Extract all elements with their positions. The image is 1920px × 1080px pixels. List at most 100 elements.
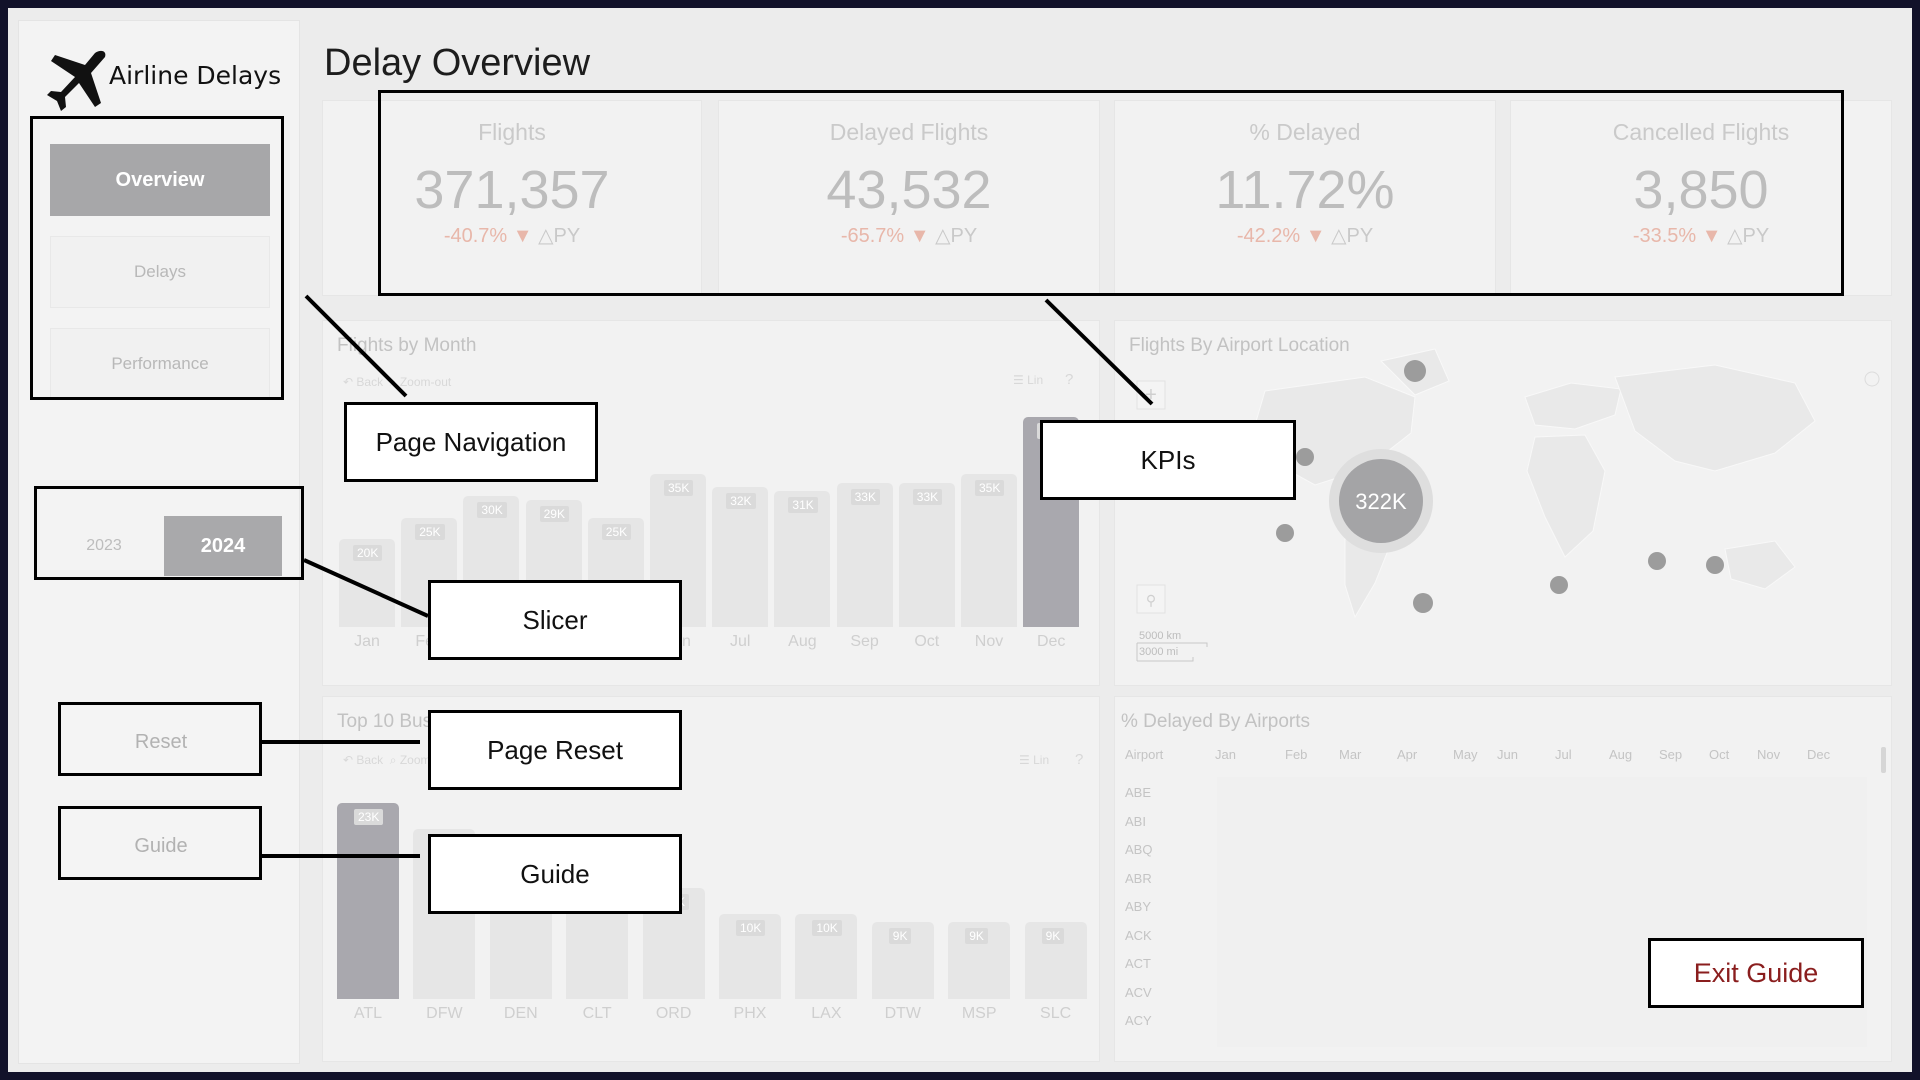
map-bubble[interactable]: [1276, 524, 1294, 542]
x-axis-label: PHX: [733, 1005, 767, 1022]
scale-label: Lin: [1033, 753, 1050, 767]
scale-mi: 3000 mi: [1139, 646, 1178, 658]
back-label[interactable]: Back: [356, 753, 384, 767]
nav-delays-button[interactable]: Delays: [50, 236, 270, 308]
kpi-card-delayed-flights: Delayed Flights 43,532 -65.7% ▼ △PY: [718, 100, 1100, 296]
kpi-card-flights: Flights 371,357 -40.7% ▼ △PY: [322, 100, 702, 296]
heatmap-row-label: ACY: [1125, 1013, 1152, 1028]
heatmap-column-header: Airport: [1125, 747, 1164, 762]
bar-oct[interactable]: [898, 483, 955, 627]
scale-km: 5000 km: [1139, 630, 1181, 642]
kpi-value: 43,532: [826, 160, 992, 220]
scale-icon: ☰: [1019, 753, 1030, 767]
x-axis-label: Dec: [1036, 633, 1066, 650]
bar-jul[interactable]: [712, 487, 769, 627]
heatmap-month-header: Mar: [1339, 747, 1362, 762]
page-title: Delay Overview: [324, 42, 591, 84]
x-axis-label: Nov: [974, 633, 1004, 650]
map-bubble[interactable]: [1296, 448, 1314, 466]
back-icon[interactable]: ↶: [343, 753, 354, 767]
world-map[interactable]: 322K + ⚲ 5000 km 3000 mi: [1115, 321, 1893, 687]
heatmap-month-header: Feb: [1285, 747, 1308, 762]
guide-highlight-box: [58, 806, 262, 880]
kpi-delta-ref: △PY: [935, 225, 978, 247]
heatmap-row-label: ABR: [1125, 870, 1152, 886]
x-axis-label: Oct: [914, 633, 940, 650]
scale-toggle[interactable]: ☰ Lin: [1013, 373, 1043, 387]
kpi-delta-value: -33.5%: [1632, 225, 1697, 247]
x-axis-label: SLC: [1040, 1005, 1072, 1022]
heatmap-month-header: Jun: [1497, 747, 1518, 762]
bar-value-label: 31K: [788, 497, 818, 513]
panel-title: Flights by Month: [337, 335, 477, 356]
map-bubble[interactable]: [1404, 360, 1426, 382]
bar-atl[interactable]: [337, 803, 399, 999]
exit-guide-button[interactable]: Exit Guide: [1648, 938, 1864, 1008]
map-bubble[interactable]: [1648, 552, 1666, 570]
kpi-value: 11.72%: [1215, 160, 1395, 220]
zoom-out-label[interactable]: Zoom-out: [399, 375, 452, 389]
bar-sep[interactable]: [836, 483, 893, 627]
callout-slicer: Slicer: [428, 580, 682, 660]
guide-button[interactable]: Guide: [61, 810, 261, 882]
kpi-delta: -42.2% ▼ △PY: [1115, 223, 1495, 248]
app-title: Airline Delays: [109, 61, 282, 90]
x-axis-label: Jan: [354, 633, 380, 650]
callout-kpis: KPIs: [1040, 420, 1296, 500]
back-icon[interactable]: ↶: [343, 375, 354, 389]
heatmap-row-label: ACT: [1125, 956, 1151, 971]
bar-value-label: 9K: [1041, 928, 1065, 944]
kpi-highlight-box: [378, 90, 1844, 296]
x-axis-label: DFW: [426, 1005, 463, 1022]
heatmap-row-label: ACK: [1125, 927, 1152, 943]
heatmap-row-label: ABE: [1125, 785, 1152, 800]
map-cluster-bubble[interactable]: [1339, 459, 1423, 543]
heatmap-scrollbar[interactable]: [1881, 747, 1886, 773]
reset-button[interactable]: Reset: [61, 706, 261, 778]
x-axis-label: MSP: [961, 1005, 997, 1022]
slicer-year-2024[interactable]: 2024: [164, 516, 282, 576]
scale-toggle[interactable]: ☰ Lin: [1019, 753, 1049, 767]
callout-connectors: [262, 294, 1154, 858]
bar-value-label: 35K: [664, 480, 694, 496]
help-icon[interactable]: ?: [1065, 371, 1074, 388]
bar-value-label: 25K: [601, 524, 632, 540]
help-icon[interactable]: ?: [1075, 751, 1084, 768]
x-axis-label: ORD: [655, 1005, 692, 1022]
bar-value-label: 32K: [726, 493, 756, 509]
nav-overview-button[interactable]: Overview: [50, 144, 270, 216]
bar-value-label: 29K: [539, 506, 569, 522]
back-label[interactable]: Back: [356, 375, 384, 389]
dashboard-app: Airline Delays Overview Delays Performan…: [8, 8, 1912, 1072]
x-axis-label: Jul: [729, 633, 751, 650]
bar-value-label: 33K: [850, 489, 880, 505]
map-help-icon[interactable]: [1864, 371, 1880, 387]
map-bubble[interactable]: [1550, 576, 1568, 594]
bar-value-label: 9K: [965, 928, 988, 944]
x-axis-label: DTW: [884, 1005, 922, 1022]
map-bubble[interactable]: [1413, 593, 1433, 613]
callout-page-navigation: Page Navigation: [344, 402, 598, 482]
location-button[interactable]: [1136, 584, 1166, 614]
heatmap-month-header: Jan: [1215, 747, 1236, 762]
heatmap-month-header: Jul: [1555, 747, 1572, 762]
down-arrow-icon: ▼: [512, 225, 533, 247]
slicer-highlight-box: [34, 486, 304, 580]
nav-performance-button[interactable]: Performance: [50, 328, 270, 400]
heatmap-month-header: Dec: [1807, 747, 1831, 762]
kpi-delta-value: -42.2%: [1236, 225, 1301, 247]
kpi-delta-ref: △PY: [538, 225, 581, 247]
pin-icon: ⚲: [1146, 593, 1156, 609]
map-cluster-label: 322K: [1355, 489, 1407, 514]
kpi-value: 371,357: [414, 160, 610, 220]
map-bubble[interactable]: [1706, 556, 1724, 574]
heatmap-month-header: May: [1453, 747, 1478, 762]
bar-value-label: 30K: [477, 502, 507, 518]
slicer-year-2023[interactable]: 2023: [50, 516, 158, 576]
scale-icon: ☰: [1013, 373, 1024, 387]
zoom-out-icon[interactable]: ⌕: [389, 753, 397, 767]
bar-aug[interactable]: [774, 491, 831, 627]
bar-nov[interactable]: [961, 474, 1017, 627]
plus-icon: +: [1145, 384, 1157, 406]
heatmap-month-header: Apr: [1397, 747, 1418, 762]
